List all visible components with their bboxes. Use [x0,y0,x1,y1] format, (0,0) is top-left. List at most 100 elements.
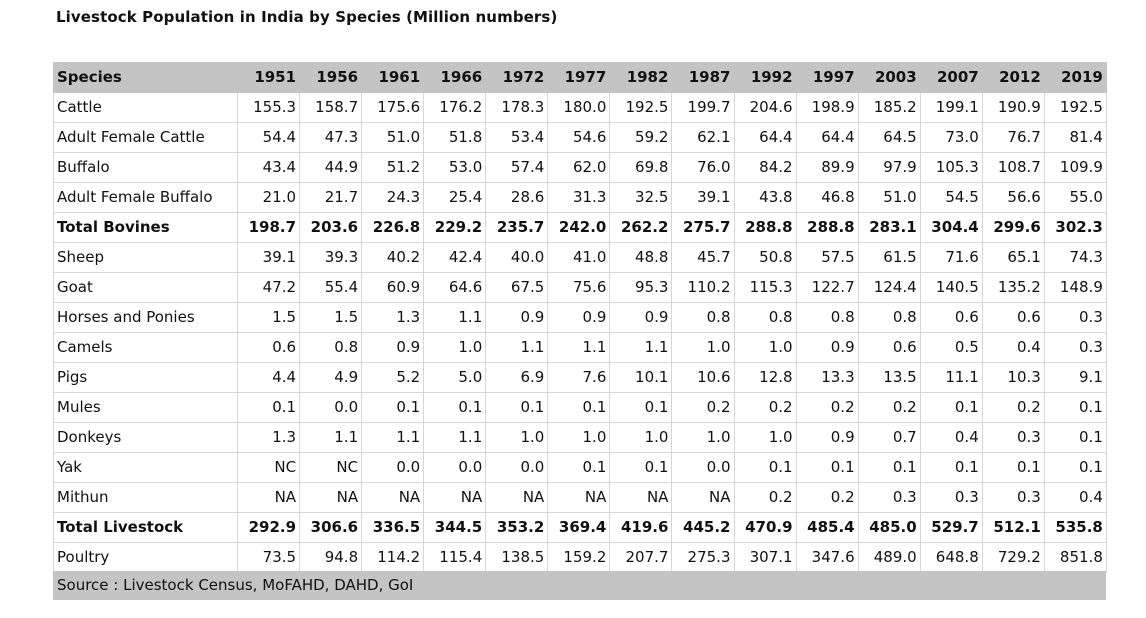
value-cell: 47.3 [299,122,363,153]
value-cell: 199.1 [919,92,983,123]
value-cell: 288.8 [733,212,797,243]
value-cell: 48.8 [609,242,673,273]
table-row: Buffalo 43.4 44.9 51.2 53.0 57.4 62.0 69.8 76.0 8… [53,152,1107,183]
value-cell: 0.9 [485,302,549,333]
table-row: Horses and Ponies 1.5 1.5 1.3 1.1 0.9 0.9 0.9 0.… [53,302,1107,333]
value-cell: 51.0 [857,182,921,213]
value-cell: 288.8 [795,212,859,243]
species-cell: Buffalo [53,152,238,183]
value-cell: 203.6 [299,212,363,243]
value-cell: NA [671,482,735,513]
table-row: Camels 0.6 0.8 0.9 1.0 1.1 1.1 1.1 1.0 1.0 0.9 0.6 0… [53,332,1107,363]
value-cell: 0.1 [1043,392,1107,423]
value-cell: 4.4 [236,362,301,393]
value-cell: 0.8 [671,302,735,333]
total-row: Total Bovines 198.7 203.6 226.8 229.2 235.7 24… [53,212,1107,243]
value-cell: 0.3 [1043,302,1107,333]
total-row: Total Livestock 292.9 306.6 336.5 344.5 353.2… [53,512,1107,543]
value-cell: 185.2 [857,92,921,123]
value-cell: 470.9 [733,512,797,543]
value-cell: 1.5 [236,302,301,333]
value-cell: 97.9 [857,152,921,183]
table-row: Pigs 4.4 4.9 5.2 5.0 6.9 7.6 10.1 10.6 12.8 13.3 13… [53,362,1107,393]
value-cell: NA [423,482,487,513]
value-cell: 0.4 [981,332,1045,363]
value-cell: 0.9 [795,332,859,363]
value-cell: 1.1 [547,332,611,363]
species-cell: Mules [53,392,238,423]
value-cell: 64.4 [795,122,859,153]
value-cell: 1.0 [423,332,487,363]
value-cell: 0.2 [857,392,921,423]
value-cell: 138.5 [485,542,549,573]
value-cell: 489.0 [857,542,921,573]
value-cell: NA [547,482,611,513]
species-cell: Camels [53,332,238,363]
table-row: Adult Female Cattle 54.4 47.3 51.0 51.8 53.4 5… [53,122,1107,153]
value-cell: 13.3 [795,362,859,393]
value-cell: 64.6 [423,272,487,303]
value-cell: 0.1 [547,392,611,423]
year-column-header: 1982 [609,62,673,93]
value-cell: 0.9 [795,422,859,453]
value-cell: 4.9 [299,362,363,393]
value-cell: 0.3 [919,482,983,513]
value-cell: 39.1 [671,182,735,213]
value-cell: 0.0 [361,452,425,483]
value-cell: 299.6 [981,212,1045,243]
value-cell: 54.4 [236,122,301,153]
header-row: Species 1951 1956 1961 1966 1972 1977 1982 1987… [53,62,1107,93]
value-cell: 0.1 [236,392,301,423]
value-cell: 89.9 [795,152,859,183]
value-cell: 61.5 [857,242,921,273]
value-cell: 307.1 [733,542,797,573]
value-cell: 0.0 [485,452,549,483]
value-cell: 1.0 [485,422,549,453]
value-cell: 71.6 [919,242,983,273]
value-cell: 40.2 [361,242,425,273]
value-cell: 10.1 [609,362,673,393]
value-cell: 51.0 [361,122,425,153]
value-cell: 0.1 [485,392,549,423]
value-cell: 11.1 [919,362,983,393]
value-cell: 5.0 [423,362,487,393]
value-cell: 46.8 [795,182,859,213]
value-cell: 175.6 [361,92,425,123]
value-cell: 69.8 [609,152,673,183]
value-cell: 59.2 [609,122,673,153]
table-row: Cattle 155.3 158.7 175.6 176.2 178.3 180.0 192.… [53,92,1107,123]
value-cell: 0.4 [1043,482,1107,513]
value-cell: 0.0 [299,392,363,423]
value-cell: 124.4 [857,272,921,303]
value-cell: 47.2 [236,272,301,303]
value-cell: 24.3 [361,182,425,213]
value-cell: 73.5 [236,542,301,573]
value-cell: 51.2 [361,152,425,183]
value-cell: 115.4 [423,542,487,573]
value-cell: 76.7 [981,122,1045,153]
species-cell: Adult Female Buffalo [53,182,238,213]
value-cell: 199.7 [671,92,735,123]
value-cell: 204.6 [733,92,797,123]
value-cell: 51.8 [423,122,487,153]
value-cell: 148.9 [1043,272,1107,303]
species-cell: Goat [53,272,238,303]
value-cell: 0.1 [1043,452,1107,483]
value-cell: 198.9 [795,92,859,123]
value-cell: 62.1 [671,122,735,153]
value-cell: 419.6 [609,512,673,543]
value-cell: 226.8 [361,212,425,243]
value-cell: 1.0 [733,422,797,453]
value-cell: 283.1 [857,212,921,243]
value-cell: 31.3 [547,182,611,213]
species-cell: Donkeys [53,422,238,453]
value-cell: 57.4 [485,152,549,183]
value-cell: 0.3 [1043,332,1107,363]
value-cell: 851.8 [1043,542,1107,573]
value-cell: 54.5 [919,182,983,213]
value-cell: 275.3 [671,542,735,573]
value-cell: 0.2 [981,392,1045,423]
value-cell: 74.3 [1043,242,1107,273]
value-cell: 1.1 [299,422,363,453]
table-row: Mithun NA NA NA NA NA NA NA NA 0.2 0.2 0.3 0.3 0.3 0.4 [53,482,1107,513]
